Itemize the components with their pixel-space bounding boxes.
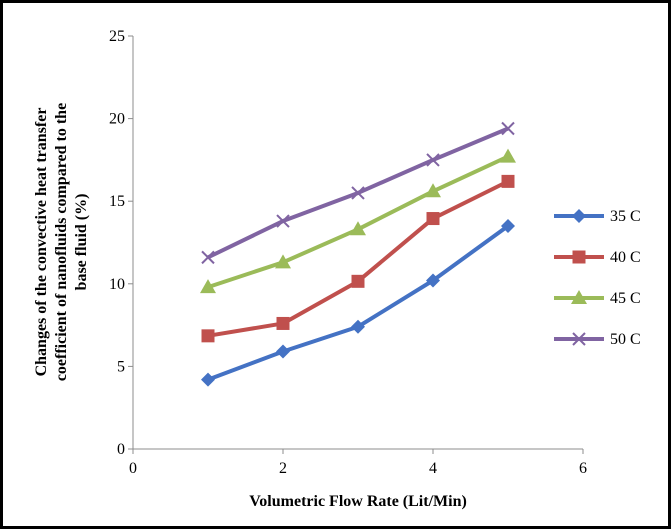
data-point (351, 186, 365, 200)
legend-marker (572, 250, 586, 264)
data-point (201, 329, 215, 343)
y-axis-ticks: 0 5 10 15 20 25 (109, 28, 133, 458)
y-axis-title: Changes of the convective heat transfer … (33, 103, 90, 381)
data-point (426, 273, 440, 288)
series-layer (200, 121, 516, 387)
legend-label: 50 C (610, 331, 641, 348)
series-45-c (200, 148, 516, 294)
legend-marker (572, 332, 586, 346)
y-tick-label: 20 (109, 111, 125, 128)
legend-item: 40 C (554, 249, 641, 266)
series-line (207, 224, 510, 382)
legend-item: 35 C (554, 208, 641, 225)
legend: 35 C 40 C 45 C 50 C (554, 208, 641, 348)
data-point (201, 250, 215, 265)
x-tick-label: 4 (429, 460, 437, 477)
legend-item: 50 C (554, 331, 641, 348)
y-tick-label: 5 (117, 358, 125, 375)
data-point (276, 214, 290, 228)
y-axis-title-line-1: Changes of the convective heat transfer (33, 108, 50, 377)
legend-marker (572, 209, 586, 223)
data-point (276, 316, 290, 330)
y-tick-label: 10 (109, 276, 125, 293)
data-point (426, 153, 440, 167)
x-tick-label: 2 (279, 460, 287, 477)
y-tick-label: 25 (109, 28, 125, 45)
line-chart: 0 5 10 15 20 25 0 2 4 6 35 C 40 C 45 C 50 C Volumet… (33, 28, 641, 510)
series-50-c (201, 121, 515, 265)
legend-label: 40 C (610, 249, 641, 266)
data-point (201, 372, 215, 387)
x-tick-label: 0 (129, 460, 137, 477)
legend-label: 35 C (610, 208, 641, 225)
data-point (501, 218, 515, 233)
y-tick-label: 0 (117, 441, 125, 458)
legend-marker (571, 290, 587, 304)
x-axis-title: Volumetric Flow Rate (Lit/Min) (249, 493, 467, 510)
series-35-c (201, 218, 515, 387)
data-point (501, 121, 515, 136)
y-axis-title-line-2: coefficient of nanofluids compared to th… (53, 103, 70, 381)
y-axis-title-line-3: base fluid (%) (73, 194, 90, 291)
x-axis-ticks: 0 2 4 6 (129, 449, 587, 477)
data-point (276, 344, 290, 359)
data-point (200, 279, 216, 294)
data-point (275, 254, 291, 269)
data-point (351, 274, 365, 288)
data-point (425, 183, 441, 198)
y-tick-label: 15 (109, 193, 125, 210)
data-point (350, 221, 366, 236)
legend-item: 45 C (554, 290, 641, 307)
x-tick-label: 6 (579, 460, 587, 477)
series-40-c (201, 174, 515, 343)
data-point (426, 212, 440, 226)
data-point (500, 148, 516, 163)
legend-label: 45 C (610, 290, 641, 307)
data-point (501, 174, 515, 188)
data-point (351, 319, 365, 334)
